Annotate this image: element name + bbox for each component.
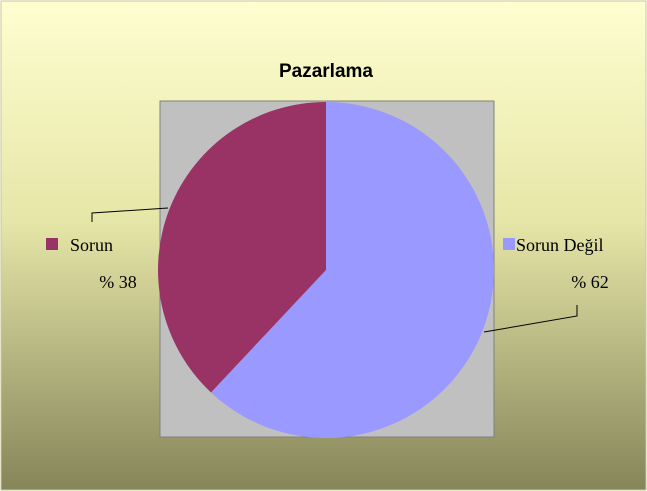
- pie: [158, 102, 495, 438]
- legend-swatch: [503, 238, 515, 250]
- category-label: Sorun: [70, 235, 113, 255]
- value-label: % 38: [99, 272, 137, 292]
- chart-title: Pazarlama: [279, 61, 373, 82]
- legend-swatch: [46, 238, 58, 250]
- leader-line: [483, 305, 578, 333]
- value-label: % 62: [571, 272, 609, 292]
- pie-slice: [158, 102, 326, 393]
- pie-slice: [210, 102, 495, 438]
- leader-line: [91, 207, 169, 222]
- category-label: Sorun Değil: [516, 235, 604, 255]
